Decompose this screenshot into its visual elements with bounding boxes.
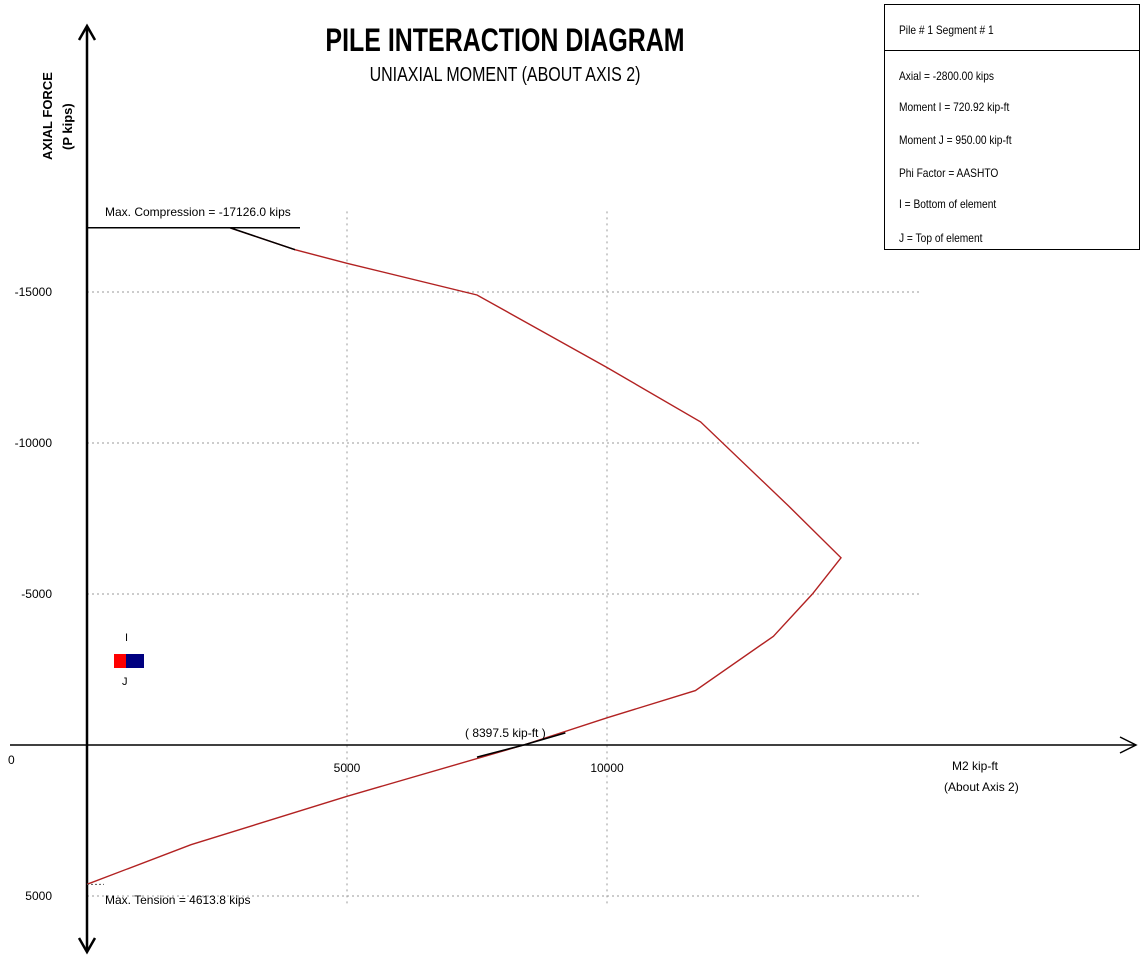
x-tick-label-1: 10000: [590, 761, 624, 775]
y-tick-label-0: -15000: [15, 285, 53, 299]
x-axis-subtitle: (About Axis 2): [944, 780, 1019, 794]
y-axis-title: AXIAL FORCE: [40, 72, 55, 160]
label-layer: 0 5000 10000 -15000 -10000 -5000 5000 AXIAL FOR…: [8, 72, 1019, 907]
legend-j-swatch: [126, 654, 144, 668]
y-axis-arrow-top: [77, 23, 97, 41]
x-tick-label-origin: 0: [8, 753, 15, 767]
legend-j-label: J: [122, 676, 128, 688]
zero-axial-crossing-segment: [476, 732, 566, 758]
info-divider: [885, 50, 1139, 51]
info-moment-j: Moment J = 950.00 kip-ft: [899, 133, 1012, 147]
y-axis-unit: (P kips): [60, 103, 75, 150]
y-axis-arrow-bottom: [77, 937, 97, 955]
info-box: Pile # 1 Segment # 1 Axial = -2800.00 ki…: [884, 4, 1140, 250]
chart-subtitle: UNIAXIAL MOMENT (ABOUT AXIS 2): [369, 64, 641, 86]
interaction-curve: [86, 227, 842, 885]
y-tick-label-2: -5000: [21, 587, 52, 601]
axis-layer: [10, 23, 1138, 955]
info-i-definition: I = Bottom of element: [899, 197, 997, 211]
grid-layer: [87, 211, 919, 906]
legend-i-swatch: [114, 654, 126, 668]
x-axis-arrow: [1119, 736, 1138, 754]
info-header: Pile # 1 Segment # 1: [899, 23, 994, 37]
info-j-definition: J = Top of element: [899, 231, 983, 245]
y-tick-label-3: 5000: [25, 889, 52, 903]
info-moment-i: Moment I = 720.92 kip-ft: [899, 100, 1010, 114]
x-tick-label-0: 5000: [334, 761, 361, 775]
zero-axial-moment-label: ( 8397.5 kip-ft ): [465, 726, 546, 740]
info-phi-factor: Phi Factor = AASHTO: [899, 166, 999, 180]
max-compression-label: Max. Compression = -17126.0 kips: [105, 205, 291, 219]
max-tension-label: Max. Tension = 4613.8 kips: [105, 893, 251, 907]
info-axial: Axial = -2800.00 kips: [899, 69, 994, 83]
curve-layer: [86, 227, 842, 885]
y-tick-label-1: -10000: [15, 436, 53, 450]
chart-title: PILE INTERACTION DIAGRAM: [325, 22, 685, 58]
x-axis-title: M2 kip-ft: [952, 759, 999, 773]
legend-i-label: I: [125, 632, 129, 644]
compression-cap-segment: [87, 227, 296, 251]
